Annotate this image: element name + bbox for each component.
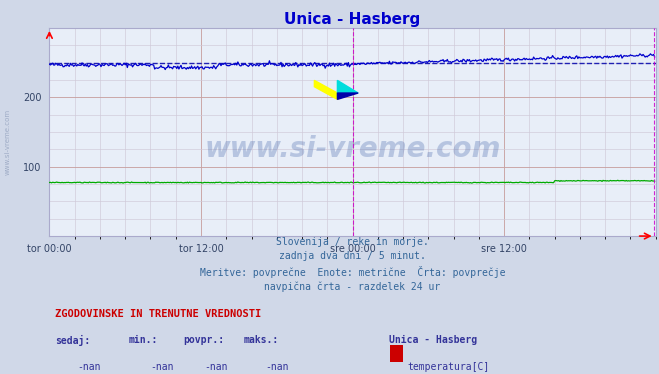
FancyBboxPatch shape <box>390 371 403 374</box>
Title: Unica - Hasberg: Unica - Hasberg <box>285 12 420 27</box>
Text: Unica - Hasberg: Unica - Hasberg <box>389 335 477 346</box>
Text: -nan: -nan <box>78 362 101 372</box>
Text: maks.:: maks.: <box>243 335 279 345</box>
Text: ZGODOVINSKE IN TRENUTNE VREDNOSTI: ZGODOVINSKE IN TRENUTNE VREDNOSTI <box>55 309 262 319</box>
Text: Slovenija / reke in morje.
zadnja dva dni / 5 minut.
Meritve: povprečne  Enote: : Slovenija / reke in morje. zadnja dva dn… <box>200 237 505 292</box>
FancyBboxPatch shape <box>390 345 403 362</box>
Text: www.si-vreme.com: www.si-vreme.com <box>204 135 501 163</box>
Text: temperatura[C]: temperatura[C] <box>407 362 490 372</box>
Text: povpr.:: povpr.: <box>183 335 224 345</box>
Text: -nan: -nan <box>266 362 289 372</box>
Text: -nan: -nan <box>205 362 228 372</box>
Text: -nan: -nan <box>150 362 174 372</box>
Polygon shape <box>314 80 337 99</box>
Polygon shape <box>337 93 358 99</box>
Text: min.:: min.: <box>129 335 158 345</box>
Text: www.si-vreme.com: www.si-vreme.com <box>5 109 11 175</box>
Polygon shape <box>337 80 358 93</box>
Text: sedaj:: sedaj: <box>55 335 91 346</box>
